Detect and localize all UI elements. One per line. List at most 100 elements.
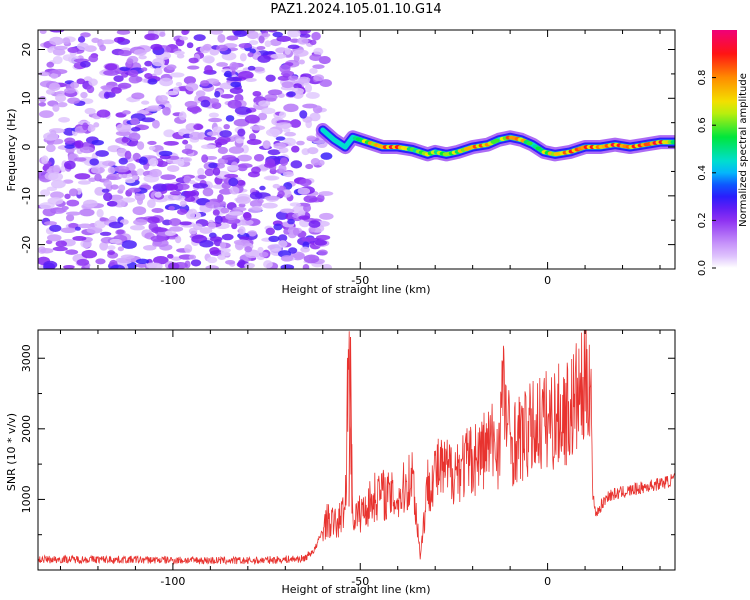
noise-blob bbox=[60, 165, 67, 173]
noise-blob bbox=[303, 204, 312, 213]
noise-blob bbox=[278, 111, 287, 119]
noise-blob bbox=[39, 30, 47, 35]
noise-blob bbox=[89, 158, 100, 166]
bottom-ytick-label: 3000 bbox=[20, 344, 33, 372]
noise-blob bbox=[243, 212, 252, 221]
noise-blob bbox=[51, 69, 68, 75]
noise-blob bbox=[209, 247, 220, 255]
noise-blob bbox=[81, 249, 98, 259]
noise-blob bbox=[247, 171, 260, 178]
noise-blob bbox=[292, 90, 304, 99]
noise-blob bbox=[244, 262, 255, 269]
noise-blob bbox=[300, 246, 310, 253]
noise-blob bbox=[261, 107, 276, 115]
noise-blob bbox=[217, 136, 231, 144]
colorbar-tick-label: 0.2 bbox=[697, 212, 708, 228]
ridge-point bbox=[526, 141, 533, 146]
noise-blob bbox=[218, 188, 233, 195]
noise-blob bbox=[108, 221, 124, 229]
noise-blob bbox=[209, 48, 220, 56]
top-ytick-label: 20 bbox=[20, 43, 33, 57]
noise-blob bbox=[153, 67, 163, 76]
noise-blob bbox=[228, 211, 244, 216]
noise-blob bbox=[51, 179, 66, 189]
noise-blob bbox=[94, 173, 102, 182]
noise-blob bbox=[265, 176, 278, 181]
noise-blob bbox=[107, 250, 115, 256]
noise-blob bbox=[83, 199, 98, 208]
noise-blob bbox=[185, 82, 199, 92]
noise-blob bbox=[292, 253, 305, 259]
bottom-xtick-label: -50 bbox=[351, 575, 369, 588]
noise-blob bbox=[235, 138, 244, 144]
noise-blob bbox=[66, 199, 80, 207]
noise-blob bbox=[197, 174, 207, 180]
noise-blob bbox=[280, 208, 295, 214]
noise-blob bbox=[116, 123, 132, 133]
noise-blob bbox=[280, 255, 294, 262]
noise-blob bbox=[312, 64, 325, 69]
noise-blob bbox=[86, 85, 95, 94]
noise-blob bbox=[184, 100, 198, 108]
noise-blob bbox=[297, 210, 306, 217]
ridge-point bbox=[670, 140, 675, 145]
noise-blob bbox=[87, 124, 96, 132]
noise-blob bbox=[99, 217, 107, 222]
noise-blob bbox=[299, 178, 312, 187]
noise-blob bbox=[109, 238, 122, 244]
noise-blob bbox=[212, 209, 220, 216]
noise-blob bbox=[244, 246, 253, 253]
noise-blob bbox=[313, 47, 324, 56]
noise-blob bbox=[237, 164, 248, 172]
noise-blob bbox=[167, 165, 180, 173]
noise-blob bbox=[90, 167, 101, 174]
noise-blob bbox=[197, 167, 205, 177]
noise-blob bbox=[46, 61, 55, 68]
noise-blob bbox=[228, 177, 239, 187]
noise-blob bbox=[186, 42, 194, 49]
noise-blob bbox=[262, 202, 278, 209]
noise-blob bbox=[304, 83, 313, 93]
noise-blob bbox=[189, 180, 196, 185]
noise-blob bbox=[172, 86, 180, 94]
noise-blob bbox=[238, 42, 252, 49]
noise-blob bbox=[96, 209, 104, 218]
noise-blob bbox=[144, 60, 153, 67]
noise-blob bbox=[185, 211, 196, 220]
noise-blob bbox=[116, 229, 125, 235]
colorbar-tick-label: 0.6 bbox=[697, 117, 708, 133]
noise-blob bbox=[284, 131, 297, 137]
line-area bbox=[38, 330, 675, 566]
noise-blob bbox=[321, 264, 333, 269]
noise-blob bbox=[49, 36, 64, 46]
noise-blob bbox=[188, 57, 199, 64]
noise-blob bbox=[267, 30, 278, 33]
noise-blob bbox=[298, 59, 305, 65]
noise-blob bbox=[244, 114, 260, 124]
noise-blob bbox=[183, 175, 192, 184]
noise-blob bbox=[216, 44, 229, 52]
noise-blob bbox=[173, 50, 185, 55]
noise-blob bbox=[211, 102, 222, 110]
noise-blob bbox=[126, 58, 134, 65]
bottom-xlabel: Height of straight line (km) bbox=[281, 583, 430, 596]
noise-blob bbox=[76, 258, 90, 266]
noise-blob bbox=[308, 220, 321, 228]
noise-blob bbox=[221, 233, 234, 241]
noise-blob bbox=[261, 33, 271, 38]
noise-blob bbox=[93, 122, 100, 128]
noise-blob bbox=[265, 227, 275, 236]
noise-blob bbox=[103, 69, 120, 76]
noise-blob bbox=[247, 230, 257, 237]
noise-blob bbox=[282, 171, 294, 178]
noise-blob bbox=[160, 174, 177, 180]
noise-blob bbox=[224, 173, 239, 179]
noise-blob bbox=[46, 234, 62, 242]
noise-blob bbox=[252, 90, 262, 97]
noise-blob bbox=[91, 139, 104, 146]
noise-blob bbox=[121, 197, 136, 203]
noise-blob bbox=[43, 260, 58, 269]
noise-blob bbox=[77, 180, 91, 185]
noise-blob bbox=[107, 245, 116, 251]
noise-blob bbox=[167, 155, 180, 160]
